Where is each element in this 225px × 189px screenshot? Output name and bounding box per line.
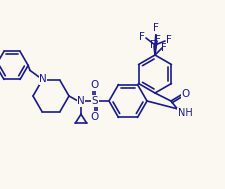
Text: O: O — [90, 112, 99, 122]
Text: F: F — [165, 35, 171, 45]
Text: F: F — [138, 32, 144, 42]
Text: O: O — [90, 80, 99, 90]
Text: S: S — [91, 96, 98, 106]
Text: O: O — [181, 89, 189, 99]
Text: NH: NH — [177, 108, 191, 118]
Text: F: F — [152, 23, 158, 33]
Text: F: F — [154, 35, 160, 45]
Text: N: N — [77, 96, 85, 106]
Text: N: N — [39, 74, 47, 84]
Text: F: F — [149, 40, 155, 50]
Text: F: F — [160, 43, 166, 53]
